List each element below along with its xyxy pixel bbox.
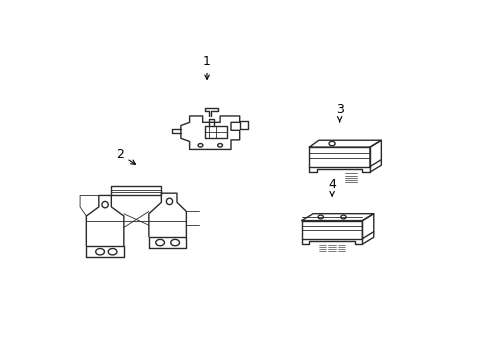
Text: 2: 2 [116,148,135,165]
Text: 1: 1 [203,55,210,79]
Text: 4: 4 [327,178,335,197]
Text: 3: 3 [335,103,343,122]
